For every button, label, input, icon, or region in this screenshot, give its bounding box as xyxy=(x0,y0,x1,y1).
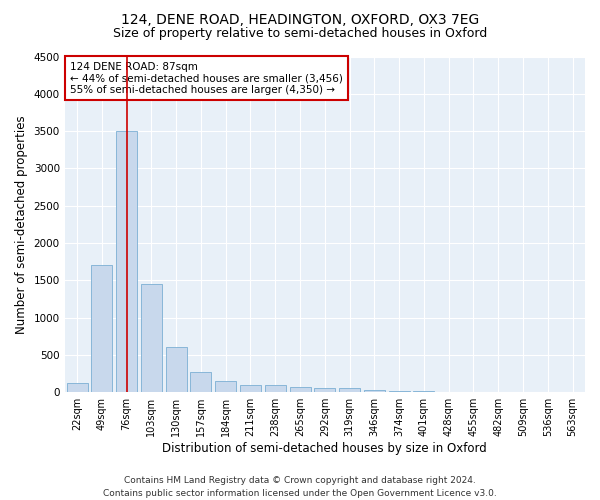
Text: Contains HM Land Registry data © Crown copyright and database right 2024.
Contai: Contains HM Land Registry data © Crown c… xyxy=(103,476,497,498)
Bar xyxy=(116,131,137,392)
Bar xyxy=(314,388,335,392)
Bar xyxy=(215,381,236,392)
Bar xyxy=(240,386,261,392)
Text: Size of property relative to semi-detached houses in Oxford: Size of property relative to semi-detach… xyxy=(113,28,487,40)
Bar xyxy=(141,284,162,392)
Bar xyxy=(290,388,311,392)
Bar xyxy=(265,386,286,392)
X-axis label: Distribution of semi-detached houses by size in Oxford: Distribution of semi-detached houses by … xyxy=(163,442,487,455)
Text: 124, DENE ROAD, HEADINGTON, OXFORD, OX3 7EG: 124, DENE ROAD, HEADINGTON, OXFORD, OX3 … xyxy=(121,12,479,26)
Text: 124 DENE ROAD: 87sqm
← 44% of semi-detached houses are smaller (3,456)
55% of se: 124 DENE ROAD: 87sqm ← 44% of semi-detac… xyxy=(70,62,343,94)
Bar xyxy=(339,388,360,392)
Bar xyxy=(389,391,410,392)
Bar xyxy=(190,372,211,392)
Y-axis label: Number of semi-detached properties: Number of semi-detached properties xyxy=(15,115,28,334)
Bar xyxy=(91,266,112,392)
Bar xyxy=(364,390,385,392)
Bar xyxy=(67,382,88,392)
Bar xyxy=(166,346,187,392)
